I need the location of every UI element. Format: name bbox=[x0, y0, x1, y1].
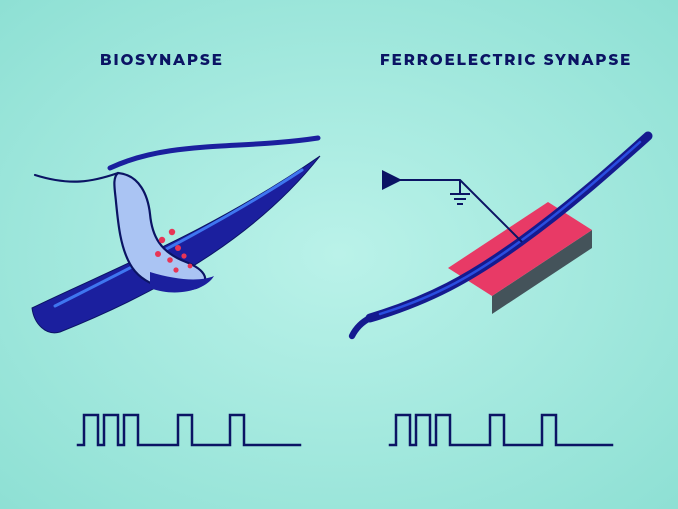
presynaptic-axon-tail bbox=[35, 173, 118, 182]
biosynapse-group bbox=[32, 138, 320, 333]
ferroelectric-group bbox=[352, 136, 648, 336]
vesicle-2 bbox=[155, 251, 161, 257]
vesicle-4 bbox=[167, 257, 173, 263]
diagram-svg bbox=[0, 0, 678, 509]
presynaptic-axon-upper bbox=[110, 138, 318, 168]
pulse-train-right bbox=[390, 415, 612, 445]
diagram-canvas: BIOSYNAPSE FERROELECTRIC SYNAPSE bbox=[0, 0, 678, 509]
vesicle-6 bbox=[173, 267, 178, 272]
vesicle-1 bbox=[169, 229, 175, 235]
nanowire-tail bbox=[352, 318, 370, 336]
pulse-train-left bbox=[78, 415, 300, 445]
vesicle-3 bbox=[175, 245, 181, 251]
vesicle-5 bbox=[181, 253, 186, 258]
vesicle-7 bbox=[188, 264, 193, 269]
vesicle-0 bbox=[159, 237, 165, 243]
